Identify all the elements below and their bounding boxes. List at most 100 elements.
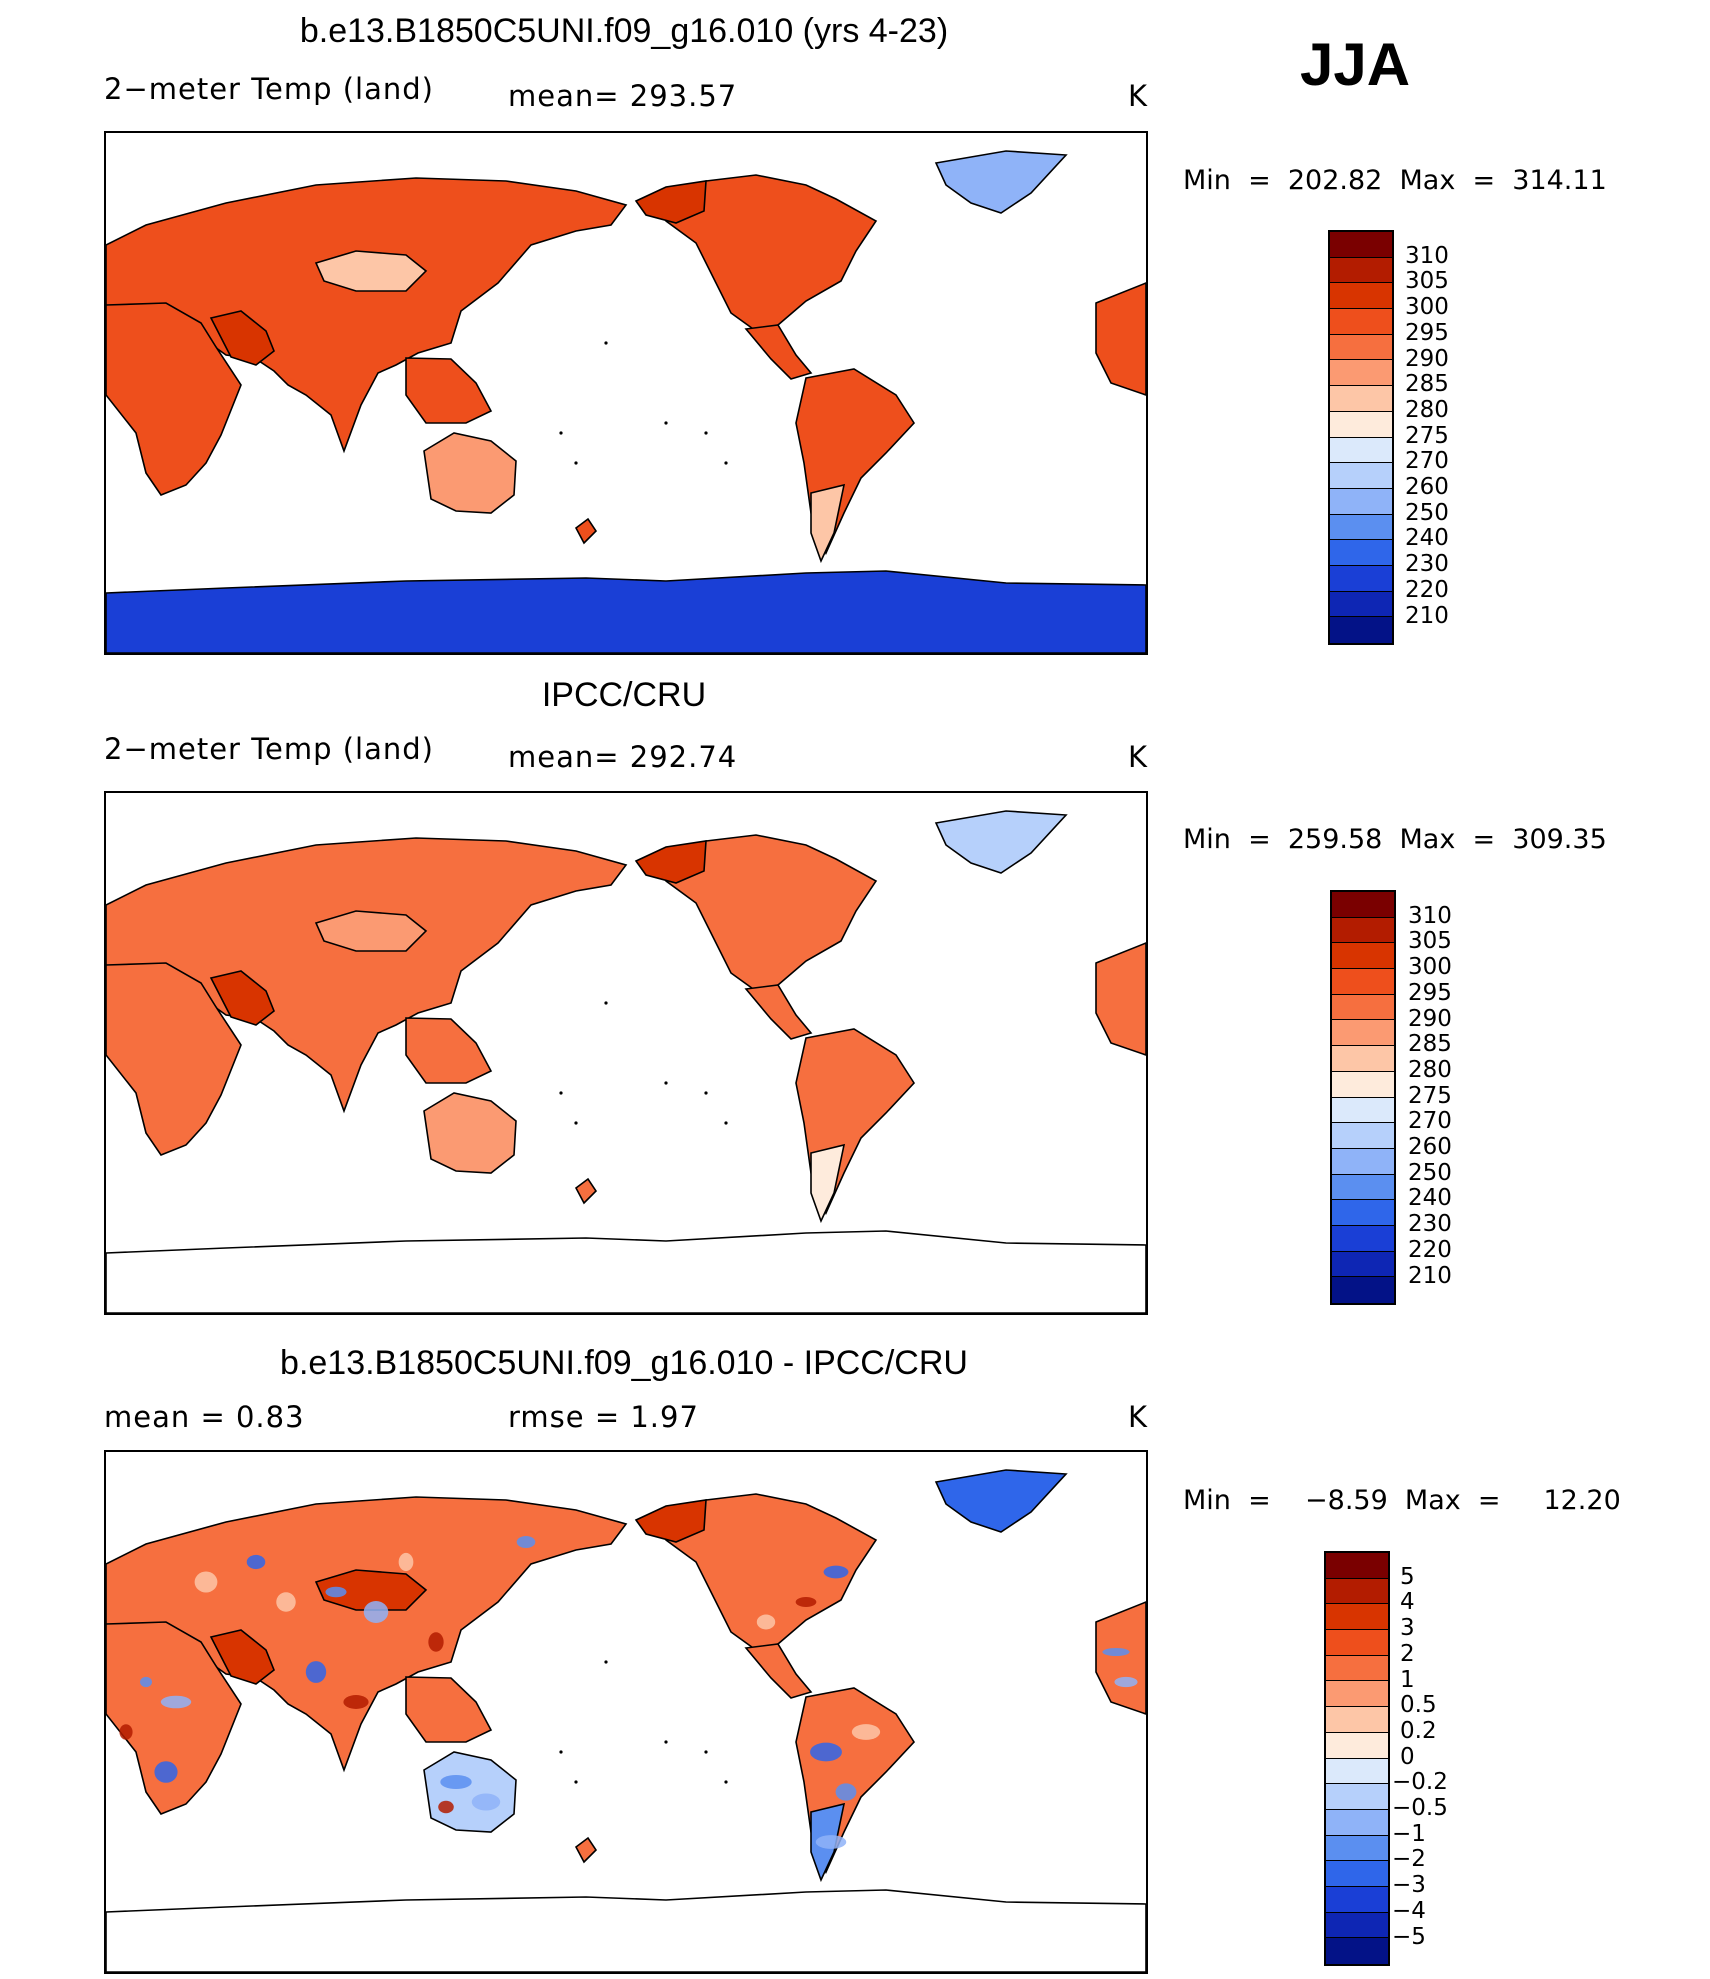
landmass-nz (574, 517, 598, 545)
colorbar-swatch (1330, 591, 1392, 618)
island-dot (664, 1081, 668, 1085)
colorbar-tick-label: 270 (1408, 1108, 1452, 1135)
panel-1-colorbar (1328, 230, 1394, 645)
colorbar-tick-label: 280 (1405, 396, 1449, 423)
landmass-australia (423, 1751, 517, 1833)
colorbar-swatch (1326, 1578, 1388, 1605)
island-dot (574, 1780, 578, 1784)
colorbar-tick-label: 220 (1405, 576, 1449, 603)
landmass-greenland (934, 810, 1068, 874)
colorbar-tick-label: 260 (1405, 474, 1449, 500)
landmass-camerica (744, 1643, 813, 1699)
colorbar-swatch (1326, 1784, 1388, 1810)
island-dot (704, 431, 708, 435)
panel-3-map (104, 1450, 1148, 1974)
colorbar-tick-label: 290 (1408, 1005, 1452, 1032)
colorbar-tick-label: −5 (1392, 1923, 1426, 1950)
landmass-nz (574, 1836, 598, 1864)
colorbar-tick-label: 275 (1408, 1082, 1452, 1109)
landmass-tibet (314, 1569, 428, 1611)
landmass-africa (106, 302, 242, 496)
colorbar-swatch (1332, 943, 1394, 970)
panel-2-map (104, 791, 1148, 1315)
colorbar-tick-label: −0.5 (1392, 1795, 1448, 1821)
colorbar-swatch (1332, 892, 1394, 918)
colorbar-swatch (1326, 1835, 1388, 1862)
panel-2-mean-label: mean= 292.74 (508, 740, 738, 774)
colorbar-tick-label: 285 (1408, 1031, 1452, 1058)
landmass-namerica (660, 834, 878, 992)
colorbar-swatch (1330, 617, 1392, 643)
panel-1-unit-label: K (1128, 79, 1149, 113)
landmass-seasia (405, 1017, 493, 1084)
panel-2-colorbar (1330, 890, 1396, 1305)
difference-speckles (119, 1536, 1138, 1849)
panel-2-minmax: Min = 259.58 Max = 309.35 (1183, 824, 1607, 855)
colorbar-swatch (1332, 1071, 1394, 1098)
landmass-camerica (744, 324, 813, 380)
landmass-arabia (209, 970, 275, 1026)
colorbar-swatch (1332, 1200, 1394, 1226)
colorbar-tick-label: 1 (1400, 1666, 1415, 1693)
colorbar-tick-label: 230 (1408, 1211, 1452, 1238)
colorbar-swatch (1330, 411, 1392, 438)
colorbar-tick-label: 290 (1405, 345, 1449, 372)
colorbar-swatch (1326, 1630, 1388, 1656)
island-dot (704, 1750, 708, 1754)
colorbar-tick-label: 305 (1408, 928, 1452, 955)
panel-1-map (104, 131, 1148, 655)
panel-2-unit-label: K (1128, 740, 1149, 774)
landmass-arabia (209, 1629, 275, 1685)
colorbar-tick-label: 0.5 (1400, 1692, 1437, 1719)
colorbar-tick-label: 0 (1400, 1743, 1415, 1770)
panel-3-unit-label: K (1128, 1400, 1149, 1434)
island-dot (724, 1780, 728, 1784)
colorbar-tick-label: 270 (1405, 448, 1449, 475)
colorbar-tick-label: 4 (1400, 1589, 1415, 1616)
colorbar-tick-label: 220 (1408, 1236, 1452, 1263)
colorbar-tick-label: 5 (1400, 1563, 1415, 1590)
island-dot (704, 1091, 708, 1095)
island-dot (574, 1121, 578, 1125)
colorbar-swatch (1332, 1046, 1394, 1072)
season-label: JJA (1300, 31, 1411, 98)
colorbar-tick-label: 240 (1405, 525, 1449, 552)
colorbar-swatch (1330, 309, 1392, 335)
colorbar-swatch (1326, 1604, 1388, 1631)
colorbar-swatch (1330, 463, 1392, 489)
panel-1-title: b.e13.B1850C5UNI.f09_g16.010 (yrs 4-23) (299, 12, 949, 50)
colorbar-tick-label: 285 (1405, 371, 1449, 398)
landmass-australia (423, 432, 517, 514)
landmass-tibet (314, 910, 428, 952)
colorbar-swatch (1332, 969, 1394, 995)
colorbar-swatch (1332, 1251, 1394, 1278)
island-dot (559, 1091, 563, 1095)
colorbar-tick-label: 230 (1405, 551, 1449, 578)
landmass-patagonia (810, 483, 846, 564)
colorbar-tick-label: 295 (1408, 979, 1452, 1006)
colorbar-tick-label: −1 (1392, 1820, 1426, 1847)
colorbar-swatch (1330, 514, 1392, 541)
colorbar-tick-label: 0.2 (1400, 1717, 1437, 1744)
colorbar-swatch (1326, 1912, 1388, 1939)
colorbar-tick-label: 310 (1405, 242, 1449, 269)
landmass-alaska (634, 1499, 707, 1543)
landmass-tibet (314, 250, 428, 292)
landmass-westafrica (1095, 282, 1146, 396)
landmass-greenland (934, 150, 1068, 214)
landmass-australia (423, 1092, 517, 1174)
panel-3-rmse-label: rmse = 1.97 (508, 1400, 699, 1434)
colorbar-tick-label: 250 (1408, 1159, 1452, 1186)
landmass-alaska (634, 180, 707, 224)
colorbar-swatch (1330, 334, 1392, 361)
colorbar-swatch (1326, 1938, 1388, 1964)
landmass-namerica (660, 1493, 878, 1651)
colorbar-swatch (1332, 1097, 1394, 1124)
landmass-africa (106, 962, 242, 1156)
panel-1-mean-label: mean= 293.57 (508, 79, 738, 113)
panel-1-minmax: Min = 202.82 Max = 314.11 (1183, 165, 1607, 196)
colorbar-swatch (1326, 1707, 1388, 1733)
island-dot (664, 421, 668, 425)
colorbar-swatch (1332, 1225, 1394, 1252)
colorbar-swatch (1332, 1148, 1394, 1175)
